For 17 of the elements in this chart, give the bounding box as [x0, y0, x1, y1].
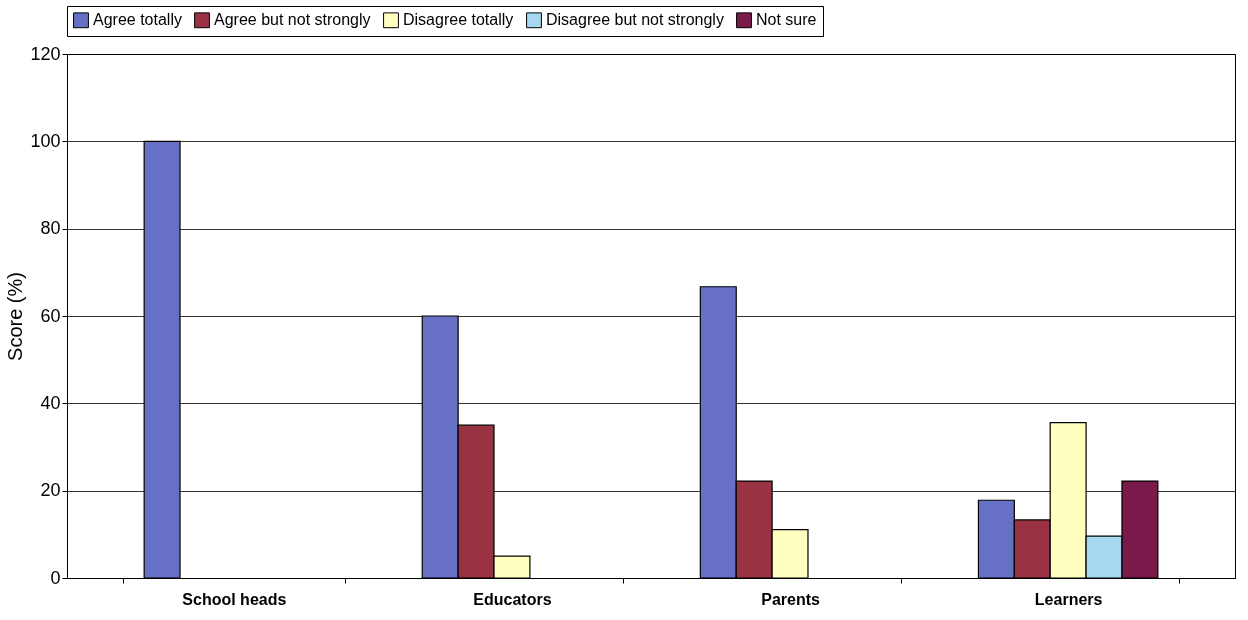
- x-tick-label: Parents: [761, 590, 820, 608]
- legend-label: Agree but not strongly: [214, 11, 371, 29]
- legend-label: Not sure: [756, 11, 817, 29]
- y-tick-label: 80: [40, 218, 61, 239]
- y-tick-label: 100: [30, 130, 61, 151]
- x-tick-label: Educators: [473, 590, 552, 608]
- y-tick-label: 0: [50, 567, 61, 588]
- legend-label: Agree totally: [93, 11, 182, 29]
- y-tick-label: 20: [40, 480, 61, 501]
- y-axis-title: Score (%): [4, 272, 27, 361]
- y-tick-label: 60: [40, 305, 61, 326]
- y-tick-label: 120: [30, 43, 61, 64]
- x-tick-label: School heads: [182, 590, 287, 608]
- y-tick-label: 40: [40, 392, 61, 413]
- legend-label: Disagree totally: [403, 11, 514, 29]
- legend-label: Disagree but not strongly: [546, 11, 724, 29]
- x-tick-label: Learners: [1034, 590, 1103, 608]
